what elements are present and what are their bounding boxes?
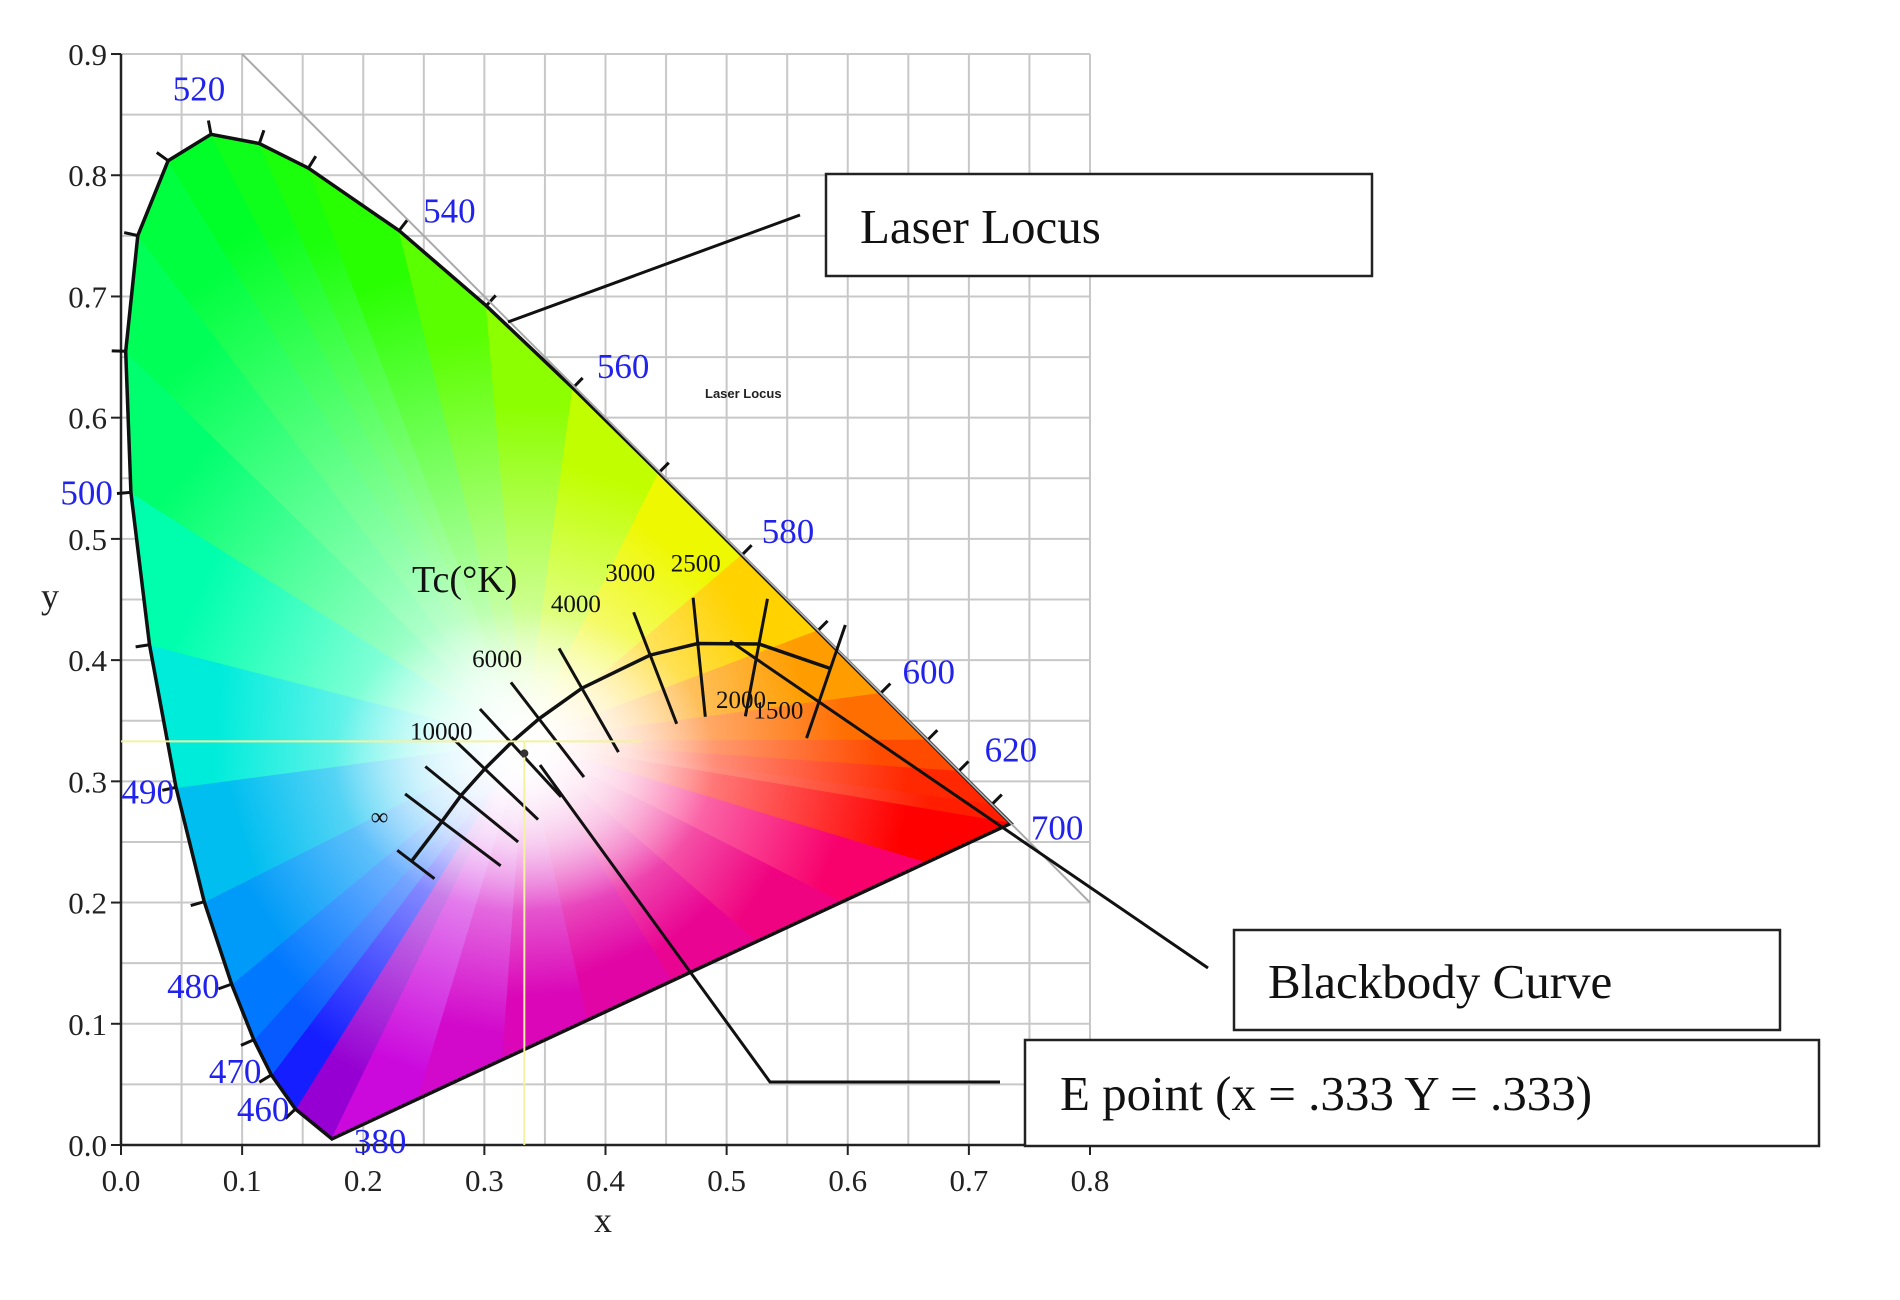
isotemp-line [404, 792, 502, 868]
blackbody-curve [396, 597, 847, 880]
temperature-label: 3000 [605, 560, 655, 587]
svg-text:Blackbody Curve: Blackbody Curve [1268, 954, 1612, 1009]
locus-tick [485, 294, 497, 307]
y-tick-label: 0.1 [68, 1007, 107, 1042]
locus-tick [926, 729, 939, 742]
locus-tick [990, 793, 1003, 806]
locus-tick [816, 619, 829, 632]
x-tick-label: 0.5 [707, 1163, 746, 1198]
y-axis-label: y [41, 576, 59, 616]
x-tick-label: 0.1 [223, 1163, 262, 1198]
laser-locus-line [241, 53, 1091, 904]
locus-tick [257, 129, 266, 144]
locus-tick [284, 1107, 297, 1120]
y-tick-label: 0.3 [68, 764, 107, 799]
y-tick-label: 0.8 [68, 158, 107, 193]
wavelength-label-520: 520 [173, 69, 226, 108]
y-tick-label: 0.9 [68, 37, 107, 72]
locus-tick [217, 982, 233, 991]
isotemp-line [805, 624, 847, 739]
x-tick-label: 0.6 [828, 1163, 867, 1198]
y-tick-label: 0.2 [68, 886, 107, 921]
callout-e-point: E point (x = .333 Y = .333) [538, 764, 1821, 1148]
wavelength-label-490: 490 [121, 772, 174, 811]
callout-laser-locus: Laser Locus [507, 172, 1374, 324]
y-tick-label: 0.6 [68, 401, 107, 436]
locus-tick [240, 1038, 255, 1047]
wavelength-label-620: 620 [985, 730, 1038, 769]
x-tick-label: 0.4 [586, 1163, 625, 1198]
e-point-marker [121, 740, 642, 1145]
wavelength-label-480: 480 [167, 967, 220, 1006]
tc-label: Tc(°K) [412, 559, 517, 601]
temperature-label: 1500 [753, 697, 803, 724]
wavelength-label-380: 380 [354, 1122, 407, 1161]
temperature-label: 2500 [671, 551, 721, 578]
temperature-label: 2000 [716, 687, 766, 714]
x-tick-label: 0.8 [1071, 1163, 1110, 1198]
isotemp-line [509, 681, 586, 778]
locus-tick [740, 544, 753, 557]
wavelength-label-560: 560 [597, 347, 650, 386]
locus-tick [307, 155, 318, 169]
locus-tick [116, 490, 132, 495]
isotemp-line [396, 849, 436, 880]
y-tick-label: 0.7 [68, 279, 107, 314]
wavelength-label-700: 700 [1031, 808, 1084, 847]
x-tick-label: 0.7 [950, 1163, 989, 1198]
locus-tick [123, 231, 139, 238]
spectral-locus-ticks [111, 120, 1003, 1120]
x-tick-label: 0.0 [102, 1163, 141, 1198]
wavelength-label-580: 580 [762, 512, 815, 551]
isotemp-line [632, 611, 679, 725]
locus-tick [155, 151, 169, 162]
locus-tick [135, 643, 150, 649]
wavelength-label-600: 600 [902, 652, 955, 691]
wavelength-label-460: 460 [237, 1090, 290, 1129]
wavelength-label-540: 540 [423, 192, 476, 231]
svg-text:Laser Locus: Laser Locus [860, 199, 1101, 254]
wavelength-label-500: 500 [60, 473, 113, 512]
x-tick-label: 0.3 [465, 1163, 504, 1198]
isotemp-line [557, 647, 620, 753]
locus-tick [657, 461, 670, 474]
temperature-label: 6000 [472, 646, 522, 673]
x-tick-label: 0.2 [344, 1163, 383, 1198]
x-axis-label: x [594, 1200, 612, 1240]
locus-tick [879, 682, 892, 695]
svg-text:E point (x = .333 Y = .333): E point (x = .333 Y = .333) [1060, 1066, 1592, 1121]
locus-tick [206, 120, 213, 135]
e-point-dot [520, 749, 529, 758]
isotemp-line [424, 765, 520, 844]
axes: 0.0 0.1 0.2 0.3 0.4 0.5 0.6 0.7 0.8 0.0 0.1 0.2 0.3 0… [68, 37, 1109, 1198]
wavelength-label-470: 470 [209, 1052, 262, 1091]
isotemp-line [691, 597, 707, 717]
y-tick-label: 0.4 [68, 643, 107, 678]
y-tick-label: 0.5 [68, 522, 107, 557]
locus-tick [957, 760, 970, 773]
locus-tick [397, 218, 409, 232]
locus-tick [161, 785, 177, 792]
spectral-locus-fill [125, 134, 1011, 1139]
y-tick-label: 0.0 [68, 1128, 107, 1163]
locus-tick [258, 1073, 273, 1084]
locus-tick [190, 900, 205, 907]
inset-note: Laser Locus [705, 386, 782, 401]
temperature-label: ∞ [371, 804, 389, 831]
callout-blackbody-curve: Blackbody Curve [729, 639, 1782, 1032]
temperature-label: 4000 [551, 591, 601, 618]
